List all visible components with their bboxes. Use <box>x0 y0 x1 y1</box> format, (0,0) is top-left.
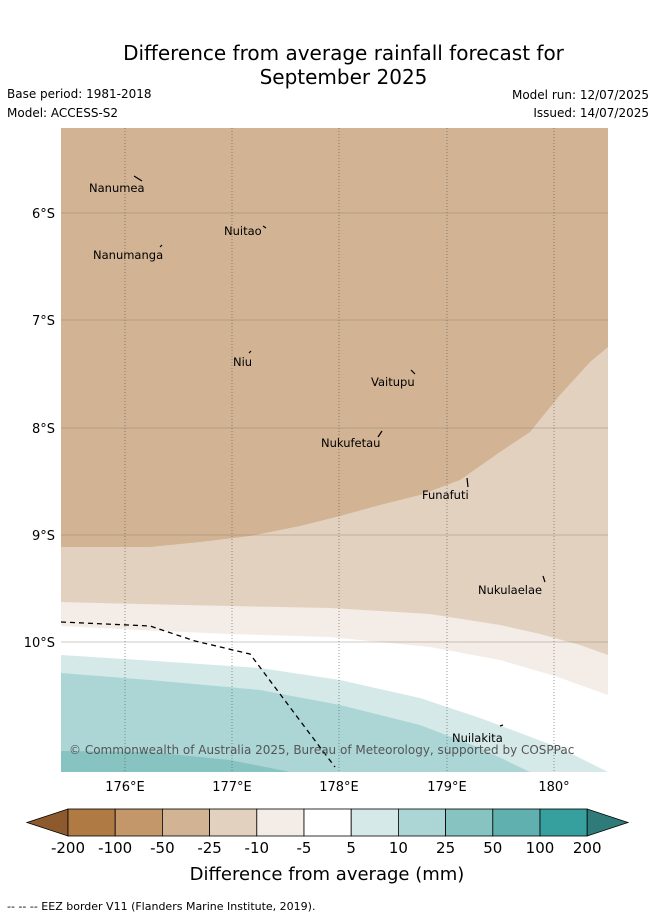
island-mark <box>410 369 416 375</box>
lon-tick-label: 179°E <box>427 780 467 795</box>
island-mark <box>262 225 267 229</box>
colorbar-tick-label: -5 <box>297 839 312 857</box>
island-mark <box>466 477 469 488</box>
lon-tick-label: 178°E <box>319 780 359 795</box>
place-label: Nuitao <box>224 224 262 238</box>
island-mark <box>159 244 163 248</box>
colorbar-swatch <box>161 808 210 837</box>
issued-date: Issued: 14/07/2025 <box>533 106 649 120</box>
place-label: Nukufetau <box>321 436 380 450</box>
island-mark <box>248 350 252 354</box>
lat-tick-label: 9°S <box>32 529 55 544</box>
island-mark <box>499 724 504 727</box>
anomaly-minus50-to-minus25 <box>61 128 608 547</box>
latitude-labels: 6°S 7°S 8°S 9°S 10°S <box>24 207 55 651</box>
colorbar-tick-label: 5 <box>346 839 356 857</box>
colorbar-swatch <box>397 808 446 837</box>
lat-tick-label: 7°S <box>32 314 55 329</box>
lat-tick-label: 8°S <box>32 422 55 437</box>
colorbar-title: Difference from average (mm) <box>190 864 465 885</box>
colorbar-tick-label: -10 <box>245 839 270 857</box>
place-label: Funafuti <box>422 488 469 502</box>
model-run: Model run: 12/07/2025 <box>511 88 649 102</box>
place-label: Nanumea <box>89 181 145 195</box>
colorbar-tick-label: -100 <box>98 839 132 857</box>
graticule <box>61 128 608 772</box>
colorbar-swatch <box>67 808 116 837</box>
colorbar-swatch <box>114 808 163 837</box>
colorbar-tick-label: 10 <box>389 839 408 857</box>
place-labels: Nanumea Nuitao Nanumanga Niu Vaitupu Nukufeta… <box>89 175 546 745</box>
title-line-2: September 2025 <box>259 65 428 89</box>
colorbar-tick-label: 200 <box>573 839 602 857</box>
colorbar-swatch <box>350 808 399 837</box>
place-label: Niu <box>233 355 252 369</box>
colorbar-swatch <box>303 808 352 837</box>
colorbar-tick-label: -25 <box>197 839 222 857</box>
place-label: Nanumanga <box>93 248 163 262</box>
longitude-labels: 176°E 177°E 178°E 179°E 180° <box>105 780 569 795</box>
colorbar-extend-low <box>25 808 69 837</box>
model-name: Model: ACCESS-S2 <box>7 106 119 120</box>
lon-tick-label: 177°E <box>212 780 252 795</box>
eez-legend-note: -- -- -- EEZ border V11 (Flanders Marine… <box>7 900 316 913</box>
colorbar-swatch <box>256 808 305 837</box>
place-label: Nuilakita <box>452 731 503 745</box>
colorbar-swatch <box>445 808 494 837</box>
eez-border <box>60 621 336 768</box>
lon-tick-label: 176°E <box>105 780 145 795</box>
place-label: Nukulaelae <box>478 583 542 597</box>
colorbar-tick-label: -50 <box>150 839 175 857</box>
island-mark <box>377 430 383 438</box>
colorbar-tick-label: 100 <box>526 839 555 857</box>
place-label: Vaitupu <box>371 375 415 389</box>
colorbar-tick-label: 50 <box>483 839 502 857</box>
lat-tick-label: 6°S <box>32 207 55 222</box>
rainfall-anomaly-layer <box>61 128 608 772</box>
anomaly-25-to-50 <box>61 751 290 772</box>
colorbar-swatch <box>539 808 588 837</box>
map-title: Difference from average rainfall forecas… <box>0 41 655 89</box>
colorbar-extend-high <box>586 808 630 837</box>
colorbar: -200 -100 -50 -25 -10 -5 5 10 25 50 100 200 <box>25 808 630 857</box>
colorbar-tick-label: -200 <box>51 839 85 857</box>
colorbar-swatch <box>492 808 541 837</box>
title-line-1: Difference from average rainfall forecas… <box>123 41 564 65</box>
copyright-notice: © Commonwealth of Australia 2025, Bureau… <box>69 743 574 757</box>
colorbar-swatch <box>209 808 258 837</box>
anomaly-10-to-25 <box>61 673 530 772</box>
base-period: Base period: 1981-2018 <box>7 87 152 101</box>
lat-tick-label: 10°S <box>24 636 55 651</box>
island-mark <box>133 175 143 182</box>
lon-tick-label: 180° <box>538 780 569 795</box>
colorbar-tick-label: 25 <box>436 839 455 857</box>
island-mark <box>542 575 546 583</box>
